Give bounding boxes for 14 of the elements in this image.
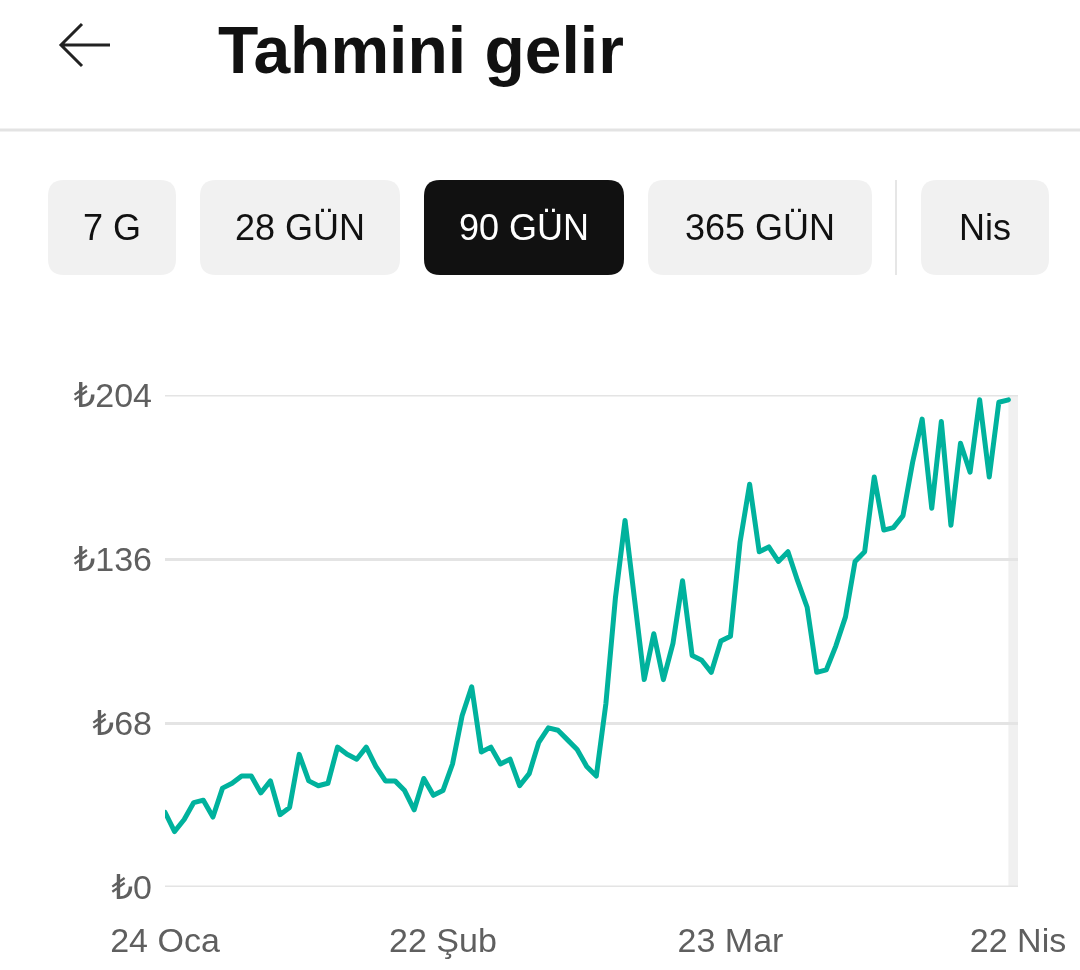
y-tick-label: ₺204 — [73, 375, 152, 414]
x-tick-label: 22 Şub — [389, 921, 497, 959]
text: 365 GÜN — [685, 207, 836, 248]
y-tick-label: ₺0 — [111, 867, 152, 906]
y-tick-label: ₺68 — [92, 703, 152, 742]
y-tick-label: ₺136 — [73, 539, 152, 578]
x-tick-label: 24 Oca — [110, 921, 220, 959]
chart-title: Tahmini gelir — [218, 13, 624, 88]
text: 28 GÜN — [235, 207, 366, 248]
text: 90 GÜN — [459, 207, 590, 248]
x-tick-label: 23 Mar — [677, 921, 784, 959]
text: Nis — [959, 207, 1011, 248]
x-tick-label: 22 Nis — [969, 921, 1067, 959]
text: 7 G — [83, 207, 142, 248]
